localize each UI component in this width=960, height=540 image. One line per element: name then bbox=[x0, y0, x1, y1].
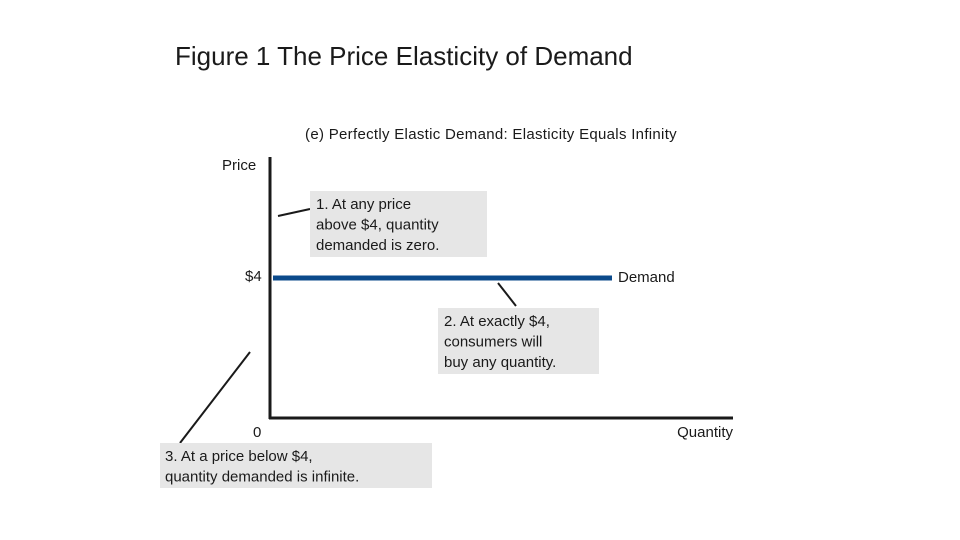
y-axis-label: Price bbox=[222, 157, 256, 174]
annotation-line: quantity demanded is infinite. bbox=[165, 468, 359, 485]
subtitle: (e) Perfectly Elastic Demand: Elasticity… bbox=[305, 126, 677, 143]
leader-line bbox=[179, 351, 251, 444]
x-axis-label: Quantity bbox=[677, 424, 733, 441]
annotation: 2. At exactly $4, consumers will buy any q… bbox=[444, 313, 556, 371]
annotation: 3. At a price below $4, quantity demanded… bbox=[165, 448, 359, 486]
annotation-line: 3. At a price below $4, bbox=[165, 448, 313, 465]
annotation-line: buy any quantity. bbox=[444, 354, 556, 371]
annotation-box bbox=[438, 308, 599, 374]
leader-line bbox=[277, 208, 311, 217]
annotation-line: demanded is zero. bbox=[316, 237, 439, 254]
leader-line bbox=[497, 282, 517, 307]
curve-label: Demand bbox=[618, 269, 675, 286]
annotation-line: 2. At exactly $4, bbox=[444, 313, 550, 330]
price-label: $4 bbox=[245, 268, 262, 285]
annotation-line: consumers will bbox=[444, 333, 542, 350]
annotation-box bbox=[310, 191, 487, 257]
annotation-box bbox=[160, 443, 432, 488]
annotation: 1. At any price above $4, quantity demande… bbox=[316, 196, 439, 254]
origin-label: 0 bbox=[253, 424, 261, 441]
title: Figure 1 The Price Elasticity of Demand bbox=[175, 41, 633, 71]
annotation-line: 1. At any price bbox=[316, 196, 411, 213]
annotation-line: above $4, quantity bbox=[316, 216, 439, 233]
